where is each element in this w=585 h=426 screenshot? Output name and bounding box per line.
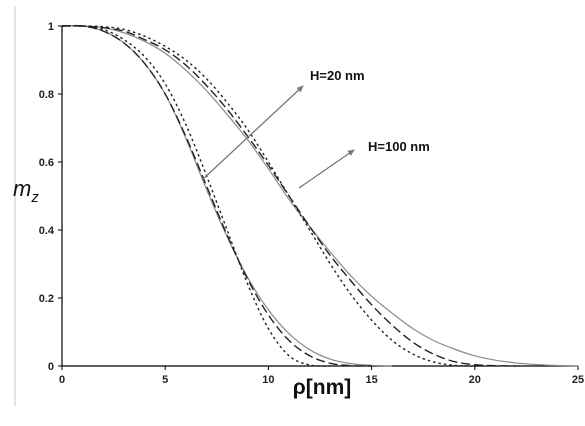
series-line-h20-dotted: [61, 25, 331, 367]
y-tick-label: 0.6: [39, 157, 54, 169]
x-tick-label: 15: [365, 374, 377, 386]
y-tick-label: 0.2: [39, 293, 54, 305]
y-tick-label: 0.8: [39, 89, 54, 101]
x-tick-label: 20: [469, 374, 481, 386]
series-group: [61, 24, 579, 367]
y-tick-label: 1: [48, 21, 54, 33]
x-tick-label: 0: [59, 374, 65, 386]
series-line-h20-dashed: [61, 24, 372, 367]
y-tick-label: 0.4: [39, 225, 55, 237]
annotation-h100: H=100 nm: [368, 139, 430, 154]
x-axis-label: ρ[nm]: [293, 376, 351, 399]
y-axis-label-subscript: z: [30, 189, 39, 206]
y-axis-label-main: m: [13, 176, 31, 201]
x-tick-label: 25: [572, 374, 584, 386]
annotation-arrow-h100: [298, 149, 355, 189]
series-line-h100-dotted: [61, 25, 475, 367]
annotation-arrow-h20: [201, 85, 304, 181]
annotation-h20: H=20 nm: [310, 68, 365, 83]
y-tick-label: 0: [48, 361, 54, 373]
series-line-h100-solid: [61, 25, 579, 367]
x-tick-label: 10: [262, 374, 274, 386]
x-tick-label: 5: [162, 374, 168, 386]
ticks: 0 5 10 15 20 25 0 0.2 0.4 0.6 0.8 1: [39, 21, 584, 386]
y-axis-label: mz: [13, 176, 39, 206]
